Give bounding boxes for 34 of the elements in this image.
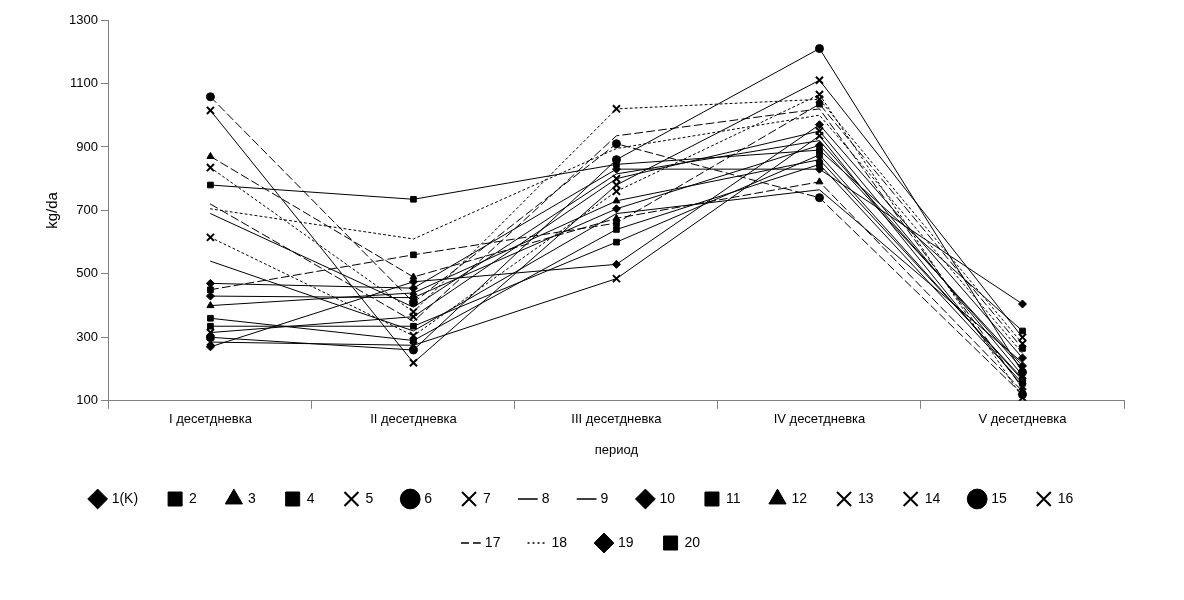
legend-label: 2 bbox=[189, 489, 198, 506]
legend-label: 20 bbox=[684, 533, 701, 550]
legend-label: 15 bbox=[991, 489, 1007, 506]
legend-label: 3 bbox=[247, 489, 256, 506]
legend-label: 12 bbox=[791, 489, 808, 506]
legend-label: 19 bbox=[618, 533, 634, 550]
legend-label: 5 bbox=[365, 489, 374, 506]
legend-label: 1(K) bbox=[111, 489, 139, 506]
y-tick-label: 900 bbox=[76, 138, 98, 154]
x-tick-label: II десетдневка bbox=[370, 411, 458, 427]
y-tick-label: 1100 bbox=[69, 75, 98, 91]
legend-label: 13 bbox=[858, 489, 874, 506]
legend-label: 16 bbox=[1057, 489, 1074, 506]
legend-label: 7 bbox=[483, 489, 492, 506]
y-tick-label: 700 bbox=[76, 201, 98, 217]
x-tick-label: IV десетдневка bbox=[773, 411, 867, 427]
legend-label: 17 bbox=[484, 533, 501, 550]
y-tick-label: 300 bbox=[76, 328, 98, 344]
legend-label: 10 bbox=[659, 489, 676, 506]
legend-label: 14 bbox=[924, 489, 941, 506]
x-tick-label: III десетдневка bbox=[571, 411, 663, 427]
x-tick-label: I десетдневка bbox=[168, 411, 253, 427]
legend-label: 9 bbox=[600, 489, 609, 506]
legend-label: 6 bbox=[424, 489, 433, 506]
legend-label: 4 bbox=[306, 489, 315, 506]
x-tick-label: V десетдневка bbox=[978, 411, 1068, 427]
y-tick-label: 500 bbox=[76, 265, 98, 281]
x-axis-title: период bbox=[594, 441, 639, 457]
y-axis-title: kg/da bbox=[43, 191, 61, 229]
y-tick-label: 1300 bbox=[69, 11, 98, 27]
y-tick-label: 100 bbox=[76, 392, 98, 408]
legend-label: 8 bbox=[541, 489, 550, 506]
legend-label: 18 bbox=[551, 533, 568, 550]
legend-label: 11 bbox=[725, 489, 741, 506]
